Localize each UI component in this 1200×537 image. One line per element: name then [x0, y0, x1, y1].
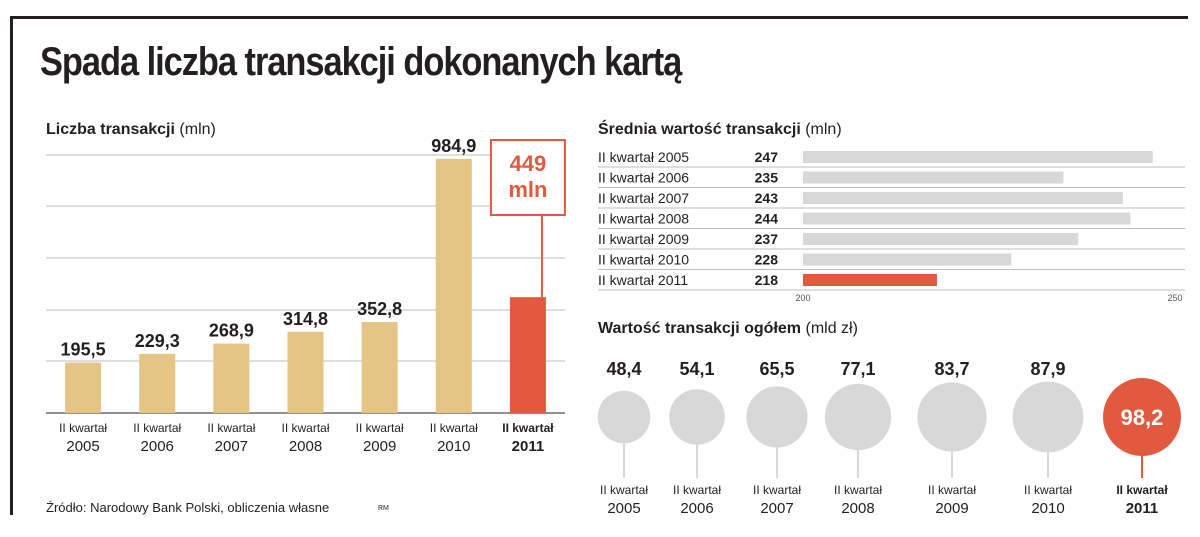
- hbar-category-label: II kwartał 2006: [598, 170, 689, 186]
- bubble-value-label: 54,1: [679, 359, 714, 379]
- bubble-tick-year: 2007: [760, 500, 793, 517]
- bubble-tick-year: 2011: [1126, 500, 1159, 517]
- hbar-axis-tick: 200: [795, 293, 810, 303]
- hbar: [803, 253, 1012, 266]
- bubble: [746, 386, 808, 448]
- bubble-tick-year: 2008: [841, 500, 874, 517]
- bar-chart-unit: (mln): [179, 121, 216, 138]
- bubble: [1103, 378, 1181, 456]
- bar-tick-label: II kwartał: [356, 421, 404, 435]
- bubble-tick-label: II kwartał: [673, 483, 721, 497]
- top-rule: [10, 16, 1188, 19]
- bar-tick-year: 2005: [66, 438, 99, 455]
- bar-chart-title: Liczba transakcji (mln): [46, 121, 216, 139]
- bar-tick-label: II kwartał: [430, 421, 478, 435]
- bar-tick-label: II kwartał: [502, 421, 554, 435]
- author-credit: RM: [378, 505, 389, 512]
- hbar-value-label: 244: [755, 211, 779, 227]
- bubble-tick-label: II kwartał: [1024, 483, 1072, 497]
- hbar-chart-unit: (mln): [805, 121, 842, 138]
- hbar: [803, 274, 937, 286]
- hbar-category-label: II kwartał 2009: [598, 231, 689, 247]
- bar-tick-year: 2008: [289, 438, 322, 455]
- hbar-chart-title: Średnia wartość transakcji (mln): [598, 121, 842, 139]
- bubble-value-label: 98,2: [1121, 405, 1164, 430]
- hbar: [803, 233, 1079, 245]
- bubble-chart-title: Wartość transakcji ogółem (mld zł): [598, 320, 858, 338]
- bubble-tick-year: 2005: [607, 500, 640, 517]
- bubble-tick-label: II kwartał: [753, 483, 801, 497]
- callout-box: [489, 139, 566, 216]
- bar-value-label: 352,8: [357, 299, 402, 319]
- bar-tick-year: 2010: [437, 438, 470, 455]
- hbar-axis-tick: 250: [1167, 293, 1182, 303]
- bubble-value-label: 65,5: [759, 359, 794, 379]
- bubble-value-label: 83,7: [934, 359, 969, 379]
- bubble-tick-year: 2009: [935, 500, 968, 517]
- bubble-tick-label: II kwartał: [600, 483, 648, 497]
- bubble-chart-unit: (mld zł): [805, 320, 858, 337]
- bar-value-label: 984,9: [431, 136, 476, 156]
- bubble-chart-title-text: Wartość transakcji ogółem: [598, 320, 802, 337]
- hbar-category-label: II kwartał 2011: [598, 272, 688, 288]
- bar-value-label: 195,5: [61, 340, 106, 360]
- bar: [65, 362, 102, 413]
- hbar: [803, 151, 1153, 163]
- bubble-tick-year: 2006: [680, 500, 713, 517]
- bubble: [917, 382, 987, 452]
- bar: [139, 353, 176, 413]
- bar: [509, 297, 546, 413]
- hbar: [803, 192, 1123, 204]
- callout-pointer: [525, 214, 543, 298]
- bar: [361, 321, 398, 413]
- bar: [435, 158, 472, 413]
- bubble-value-label: 87,9: [1030, 359, 1065, 379]
- bar-tick-year: 2011: [512, 438, 545, 455]
- callout-value: 449: [510, 151, 547, 176]
- bubble-tick-label: II kwartał: [1116, 483, 1168, 497]
- hbar-value-label: 247: [755, 149, 779, 165]
- callout-unit: mln: [508, 177, 547, 202]
- bubble-tick-label: II kwartał: [834, 483, 882, 497]
- bubble-tick-label: II kwartał: [928, 483, 976, 497]
- hbar-chart-title-text: Średnia wartość transakcji: [598, 121, 801, 138]
- bubble-value-label: 77,1: [840, 359, 875, 379]
- hbar-value-label: 243: [755, 190, 779, 206]
- hbar: [803, 212, 1131, 225]
- bubble-value-label: 48,4: [606, 359, 641, 379]
- hbar-value-label: 237: [755, 231, 779, 247]
- hbar-value-label: 218: [755, 272, 779, 288]
- bar: [213, 343, 250, 413]
- hbar-category-label: II kwartał 2007: [598, 190, 689, 206]
- bar-value-label: 314,8: [283, 309, 328, 329]
- bubble-tick-year: 2010: [1031, 500, 1064, 517]
- hbar-category-label: II kwartał 2005: [598, 149, 689, 165]
- hbar-category-label: II kwartał 2010: [598, 252, 689, 268]
- hbar-value-label: 228: [755, 252, 779, 268]
- bubble: [669, 389, 725, 445]
- hbar-value-label: 235: [755, 170, 779, 186]
- bar-chart-title-text: Liczba transakcji: [46, 121, 175, 138]
- bar-tick-label: II kwartał: [281, 421, 329, 435]
- source-note: Źródło: Narodowy Bank Polski, obliczenia…: [46, 500, 330, 515]
- hbar: [803, 171, 1064, 184]
- hbar-category-label: II kwartał 2008: [598, 211, 689, 227]
- page-title: Spada liczba transakcji dokonanych kartą: [40, 40, 682, 84]
- bar: [287, 331, 324, 413]
- bar-tick-year: 2009: [363, 438, 396, 455]
- bar-tick-year: 2007: [215, 438, 248, 455]
- bar-tick-label: II kwartał: [59, 421, 107, 435]
- bar-value-label: 268,9: [209, 321, 254, 341]
- bubble: [597, 390, 651, 444]
- bubble: [824, 383, 892, 451]
- bubble: [1012, 381, 1084, 453]
- bar-value-label: 229,3: [135, 331, 180, 351]
- bar-tick-label: II kwartał: [207, 421, 255, 435]
- bar-tick-label: II kwartał: [133, 421, 181, 435]
- left-rule: [10, 16, 13, 515]
- bar-tick-year: 2006: [141, 438, 174, 455]
